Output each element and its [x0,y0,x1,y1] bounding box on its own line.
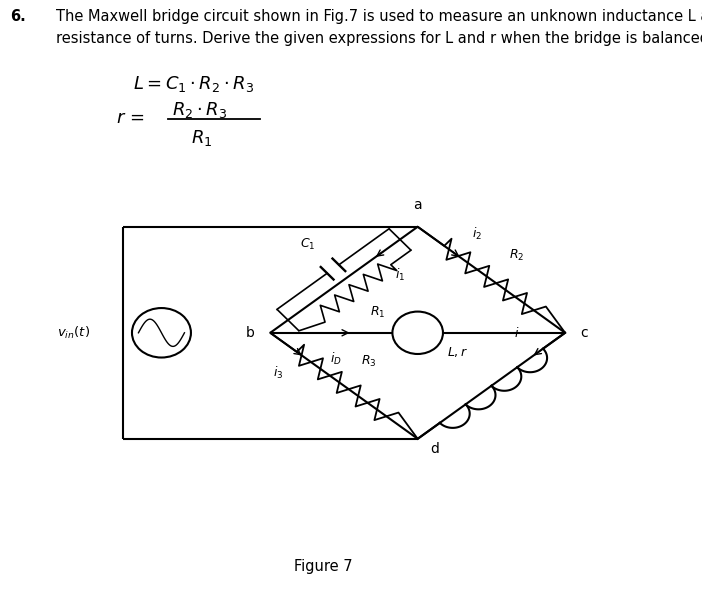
Text: $i_3$: $i_3$ [272,365,283,381]
Text: d: d [430,442,439,456]
Text: $R_1$: $R_1$ [192,128,213,148]
Text: $R_2 \cdot R_3$: $R_2 \cdot R_3$ [172,100,227,120]
Text: Figure 7: Figure 7 [293,559,352,574]
Text: $L = C_1 \cdot R_2 \cdot R_3$: $L = C_1 \cdot R_2 \cdot R_3$ [133,74,255,94]
Text: b: b [246,326,255,340]
Text: $C_1$: $C_1$ [300,237,316,252]
Text: $r\, =$: $r\, =$ [116,109,145,127]
Text: $i_1$: $i_1$ [395,266,405,283]
Text: D: D [412,326,423,340]
Text: The Maxwell bridge circuit shown in Fig.7 is used to measure an unknown inductan: The Maxwell bridge circuit shown in Fig.… [56,9,702,24]
Text: resistance of turns. Derive the given expressions for L and r when the bridge is: resistance of turns. Derive the given ex… [56,31,702,45]
Text: $i$: $i$ [514,326,519,340]
Text: $i_D$: $i_D$ [330,350,342,366]
Text: $i_2$: $i_2$ [472,226,482,242]
Text: $R_3$: $R_3$ [362,353,377,369]
Text: c: c [581,326,588,340]
Circle shape [392,312,443,354]
Text: a: a [413,198,422,212]
Text: 6.: 6. [11,9,26,24]
Text: $v_{in}(t)$: $v_{in}(t)$ [57,325,90,341]
Text: $L, r$: $L, r$ [446,345,468,359]
Text: $R_1$: $R_1$ [370,305,385,320]
Text: $R_2$: $R_2$ [509,247,524,263]
